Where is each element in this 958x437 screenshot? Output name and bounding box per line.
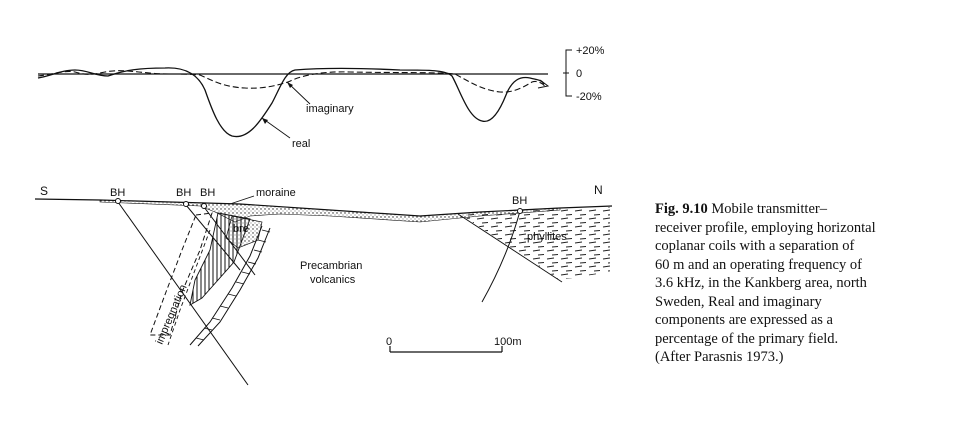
borehole-3-collar: [201, 203, 207, 209]
caption-line-2: receiver profile, employing horizontal: [655, 219, 876, 236]
phyllites-unit: [460, 207, 610, 280]
borehole-3-trace: [203, 206, 256, 276]
real-label: real: [292, 138, 310, 150]
moraine-label: moraine: [256, 187, 296, 199]
imaginary-label: imaginary: [306, 103, 354, 115]
caption-line-7: components are expressed as a: [655, 312, 833, 328]
caption-line-5: 3.6 kHz, in the Kankberg area, north: [655, 275, 867, 291]
borehole-2-trace: [185, 204, 241, 271]
impregnation-zone: [149, 212, 213, 336]
figure-caption: Fig. 9.10 Mobile transmitter– receiver p…: [655, 200, 955, 367]
imaginary-leader-arrow: [287, 82, 293, 88]
volcanics-label-line1: Precambrian: [300, 260, 362, 272]
borehole-3-label: BH: [200, 187, 215, 199]
scale-top-label: +20%: [576, 45, 605, 57]
ore-zone-band-rungs: [195, 229, 271, 341]
percent-scale-bracket: [563, 49, 572, 97]
caption-line-6: Sweden, Real and imaginary: [655, 293, 822, 310]
phyllites-contact: [457, 213, 563, 283]
moraine-leader: [229, 195, 255, 205]
caption-line-1: Mobile transmitter–: [711, 201, 827, 217]
north-label: N: [594, 183, 603, 197]
phyllites-label: phyllites: [527, 231, 567, 243]
breccia-label: bre: [233, 223, 249, 235]
borehole-2-collar: [183, 201, 189, 207]
breccia-unit: [225, 215, 263, 249]
scale-bottom-label: -20%: [576, 91, 602, 103]
caption-line-9: (After Parasnis 1973.): [655, 349, 784, 365]
south-label: S: [40, 184, 48, 198]
scale-bar-end-label: 100m: [494, 336, 522, 348]
real-leader-arrow: [262, 118, 268, 124]
caption-line-3: coplanar coils with a separation of: [655, 238, 855, 254]
impregnation-label: impregnation: [154, 283, 190, 346]
ground-surface: [34, 198, 613, 217]
volcanics-label-line2: volcanics: [310, 274, 356, 286]
caption-line-4: 60 m and an operating frequency of: [655, 256, 862, 273]
caption-line-8: percentage of the primary field.: [655, 330, 839, 347]
borehole-2-label: BH: [176, 187, 191, 199]
impregnation-zone-outer: [167, 229, 211, 346]
em-profile: imaginary real +20% 0 -20%: [37, 45, 605, 150]
figure-number: Fig. 9.10: [655, 201, 708, 217]
scale-zero-label: 0: [576, 68, 582, 80]
imaginary-curve: [37, 70, 547, 93]
ore-zone-band: [189, 225, 263, 346]
scale-bar-start-label: 0: [386, 336, 392, 348]
real-curve: [37, 67, 545, 138]
curve-arrow-end: [537, 79, 550, 89]
borehole-4-collar: [517, 208, 523, 214]
ore-zone-band-inner: [197, 227, 271, 347]
borehole-4-label: BH: [512, 195, 527, 207]
borehole-1-collar: [115, 198, 121, 204]
borehole-4-trace: [481, 210, 521, 303]
borehole-1-trace: [117, 201, 249, 386]
borehole-1-label: BH: [110, 187, 125, 199]
geological-section: S N phyllites bre: [34, 183, 613, 386]
